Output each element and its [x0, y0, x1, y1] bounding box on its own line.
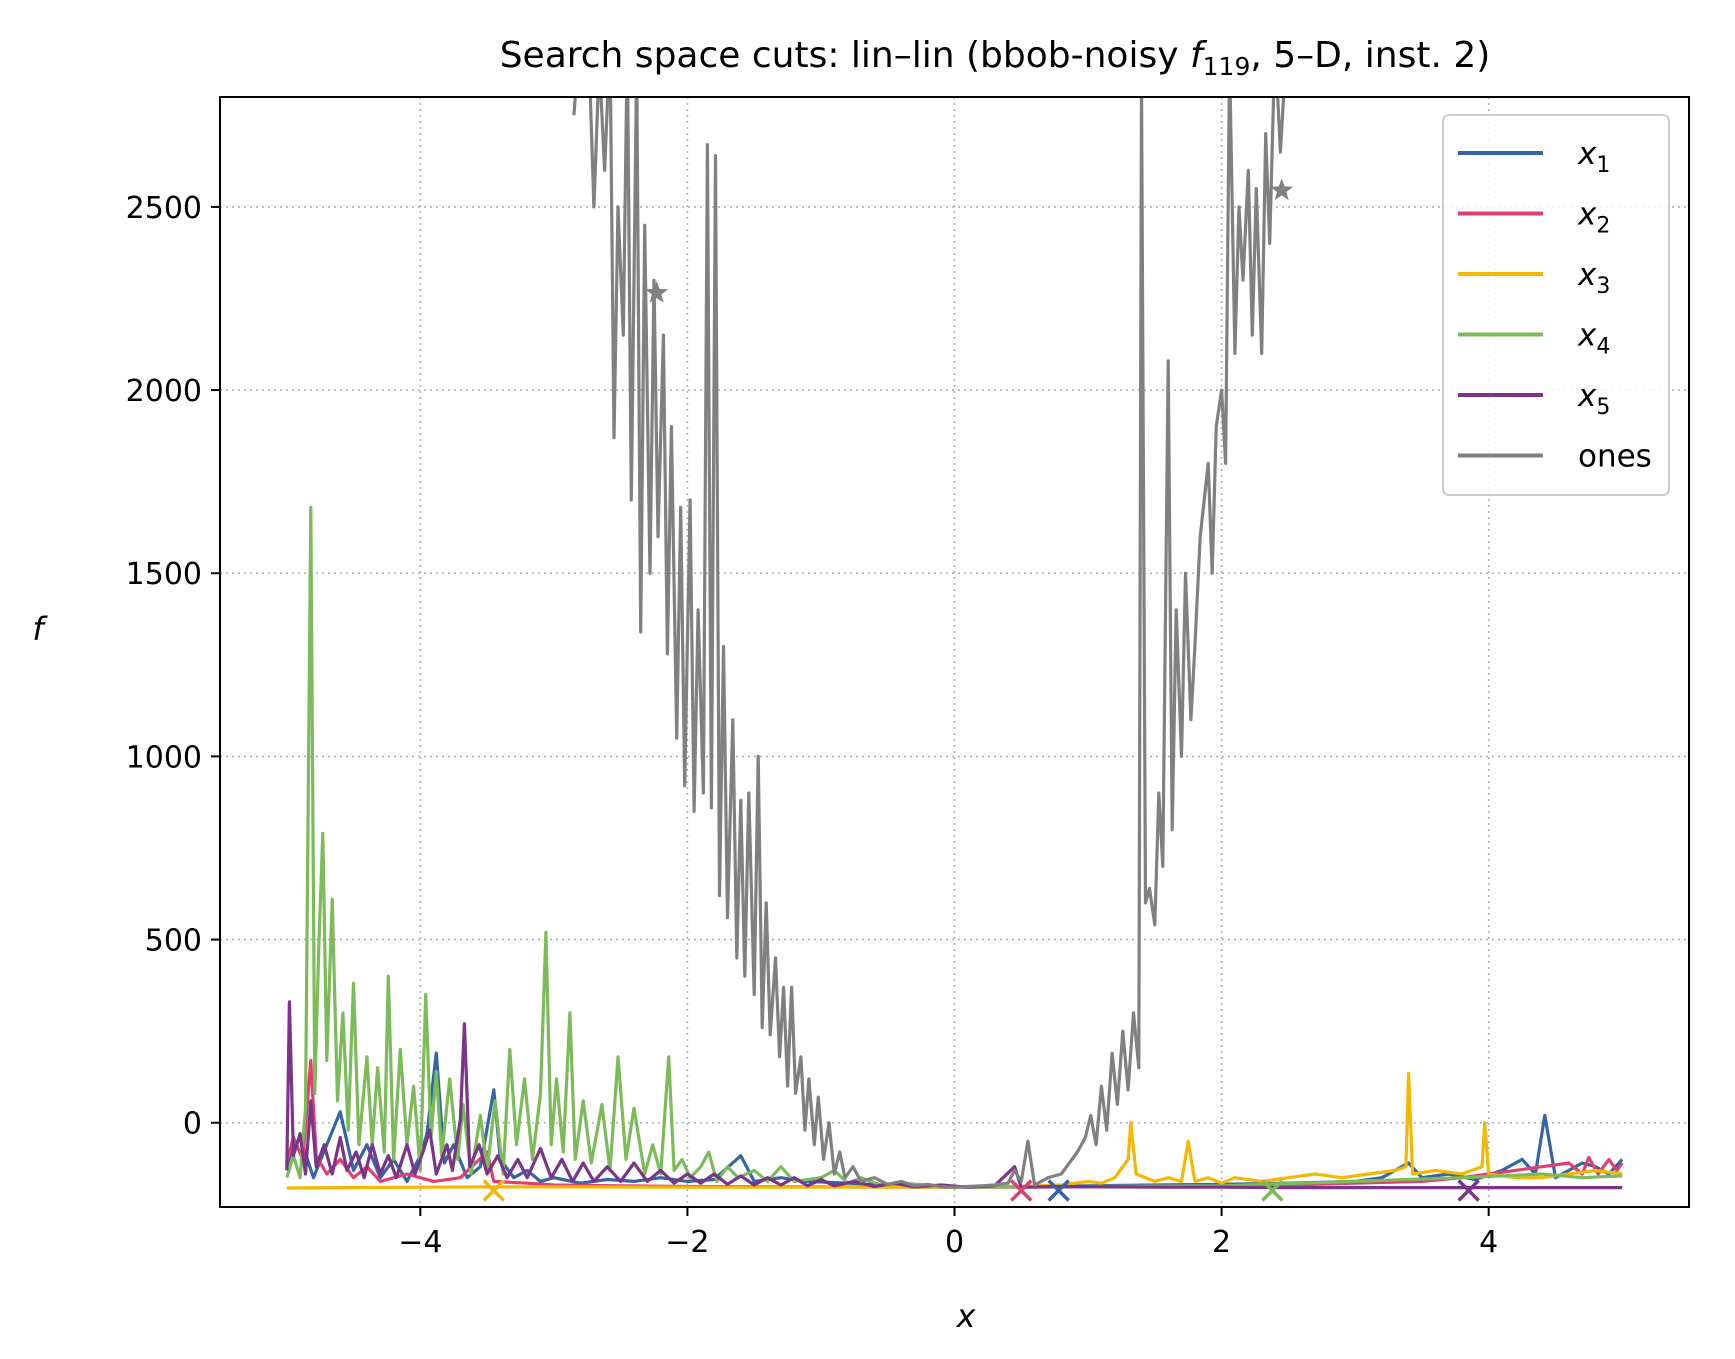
optimum-star-ones: [1270, 178, 1294, 201]
x-tick-label: 0: [945, 1225, 964, 1260]
optimum-marker-x2: [1010, 1179, 1033, 1202]
title-func-sub: 119: [1203, 52, 1251, 81]
legend-label: x4: [1577, 318, 1610, 360]
title-rest: , 5–D, inst. 2): [1250, 35, 1490, 76]
legend-entry-x1: x1: [1458, 136, 1610, 178]
optimum-marker-x1: [1047, 1179, 1070, 1202]
plot-area: [285, 97, 1624, 1190]
optimum-marker-x5: [1457, 1179, 1480, 1202]
optimum-marker-x4: [1261, 1179, 1284, 1202]
title-main: Search space cuts: lin–lin (bbob-noisy: [500, 35, 1190, 76]
x-tick-label: 2: [1212, 1225, 1231, 1260]
x-tick-label: 4: [1479, 1225, 1498, 1260]
legend-label: x1: [1577, 136, 1610, 178]
optimum-markers: [482, 178, 1480, 1202]
legend-label: ones: [1578, 439, 1652, 475]
legend-box: [1442, 114, 1670, 496]
legend-entry-x3: x3: [1458, 257, 1610, 299]
x-axis-label: x: [956, 1297, 977, 1335]
y-tick-label: 500: [145, 924, 202, 959]
legend-entry-x5: x5: [1458, 378, 1610, 420]
legend: x1 x2 x3 x4 x5 ones: [1442, 114, 1670, 496]
y-tick-label: 1000: [126, 740, 202, 775]
x-tick-label: −2: [665, 1225, 709, 1260]
series-line-ones: [572, 97, 1286, 1189]
legend-label: x2: [1577, 197, 1610, 239]
optimum-star-ones: [645, 281, 669, 303]
optimum-marker-x3: [482, 1179, 506, 1202]
chart-title: Search space cuts: lin–lin (bbob-noisy f…: [500, 35, 1491, 81]
legend-entry-x2: x2: [1458, 197, 1610, 239]
legend-label: x3: [1577, 257, 1610, 299]
y-tick-label: 1500: [126, 557, 202, 592]
y-tick-label: 0: [183, 1107, 202, 1142]
x-tick-label: −4: [398, 1225, 442, 1260]
series-layer: [285, 97, 1624, 1190]
legend-entry-x4: x4: [1458, 318, 1610, 360]
legend-entry-ones: ones: [1458, 439, 1652, 475]
x-axis-ticks: −4 −2 0 2 4: [398, 1207, 1498, 1260]
y-axis-ticks: 0 500 1000 1500 2000 2500: [126, 191, 220, 1142]
y-tick-label: 2500: [126, 191, 202, 226]
legend-label: x5: [1577, 378, 1610, 420]
y-tick-label: 2000: [126, 374, 202, 409]
